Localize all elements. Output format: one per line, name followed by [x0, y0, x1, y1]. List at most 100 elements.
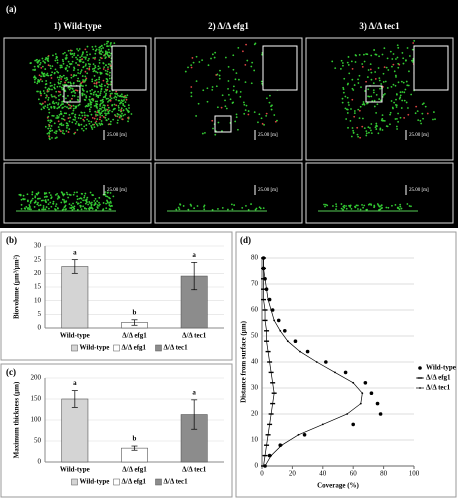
cell: [421, 112, 424, 115]
cell: [342, 64, 344, 67]
cell: [38, 59, 40, 62]
point: [276, 318, 281, 323]
cell: [60, 64, 63, 67]
cell: [121, 118, 124, 121]
cell: [49, 85, 52, 87]
cell: [38, 74, 41, 77]
cell: [375, 128, 378, 130]
cell: [91, 116, 94, 119]
cell: [353, 112, 356, 115]
cell: [51, 88, 53, 91]
cell: [106, 199, 108, 202]
cell: [214, 133, 217, 136]
cell: [363, 53, 365, 56]
point: [283, 329, 287, 333]
cell: [85, 95, 88, 97]
cell: [79, 201, 82, 204]
cell: [182, 205, 185, 207]
cell: [89, 110, 91, 113]
cell: [207, 64, 210, 67]
cell: [227, 65, 230, 68]
cell: [370, 129, 372, 132]
cell: [127, 111, 130, 114]
cell: [95, 106, 98, 108]
cell: [79, 59, 82, 61]
cell: [235, 113, 238, 116]
cell: [51, 84, 53, 87]
cell: [110, 52, 112, 55]
cell: [402, 57, 405, 60]
point: [361, 392, 364, 395]
cell: [40, 108, 43, 111]
y-tick-label: 50: [34, 437, 42, 445]
point: [352, 381, 355, 384]
cell: [375, 124, 378, 127]
cell: [377, 204, 380, 207]
cell: [340, 59, 343, 62]
cell: [95, 82, 98, 85]
cell: [126, 94, 129, 97]
cell: [83, 93, 86, 96]
cell: [380, 99, 382, 102]
cell: [100, 49, 103, 52]
cell: [107, 106, 110, 109]
cell: [102, 79, 105, 82]
cell: [374, 78, 377, 80]
cell: [36, 193, 39, 196]
cell: [110, 97, 113, 100]
cell: [410, 205, 412, 208]
cell: [233, 204, 236, 206]
cell: [361, 63, 364, 65]
point: [315, 361, 318, 363]
cell: [65, 191, 68, 194]
cell: [55, 130, 58, 133]
scale-label: 25.00 [m]: [258, 133, 278, 138]
y-tick-label: 20: [251, 410, 259, 418]
cell: [106, 52, 109, 55]
cell: [109, 197, 111, 200]
cell: [62, 60, 65, 63]
cell: [80, 111, 83, 114]
cell: [210, 57, 212, 60]
cell: [47, 87, 50, 90]
cell: [46, 72, 49, 75]
cell: [370, 54, 373, 57]
point: [346, 413, 349, 415]
cell: [119, 110, 122, 113]
cell: [53, 72, 56, 75]
cell: [379, 127, 382, 130]
cell: [382, 81, 385, 83]
cell: [364, 90, 366, 92]
cell: [401, 52, 404, 54]
cell: [75, 105, 78, 108]
cell: [62, 74, 65, 77]
cell: [106, 195, 109, 198]
cell: [373, 206, 376, 209]
cell: [113, 108, 115, 110]
cell: [67, 124, 70, 127]
y-axis-label: Maximum thickness (μm): [13, 381, 21, 458]
cell: [433, 111, 435, 113]
cell: [47, 119, 50, 122]
cell: [204, 131, 206, 134]
point: [267, 298, 269, 301]
point: [262, 267, 265, 270]
cell: [57, 126, 60, 128]
cell: [100, 102, 102, 105]
cell: [54, 53, 57, 55]
cell: [86, 72, 89, 75]
cell: [392, 63, 395, 66]
cell: [69, 99, 72, 102]
cell: [397, 66, 400, 69]
cell: [324, 205, 326, 208]
cell: [67, 49, 70, 52]
cell: [196, 205, 199, 207]
cell: [227, 87, 229, 90]
cell: [241, 50, 244, 53]
cell: [274, 120, 277, 123]
cell: [93, 58, 96, 60]
cell: [250, 203, 252, 205]
cell: [70, 91, 73, 94]
cell: [102, 62, 105, 65]
cell: [396, 56, 399, 59]
